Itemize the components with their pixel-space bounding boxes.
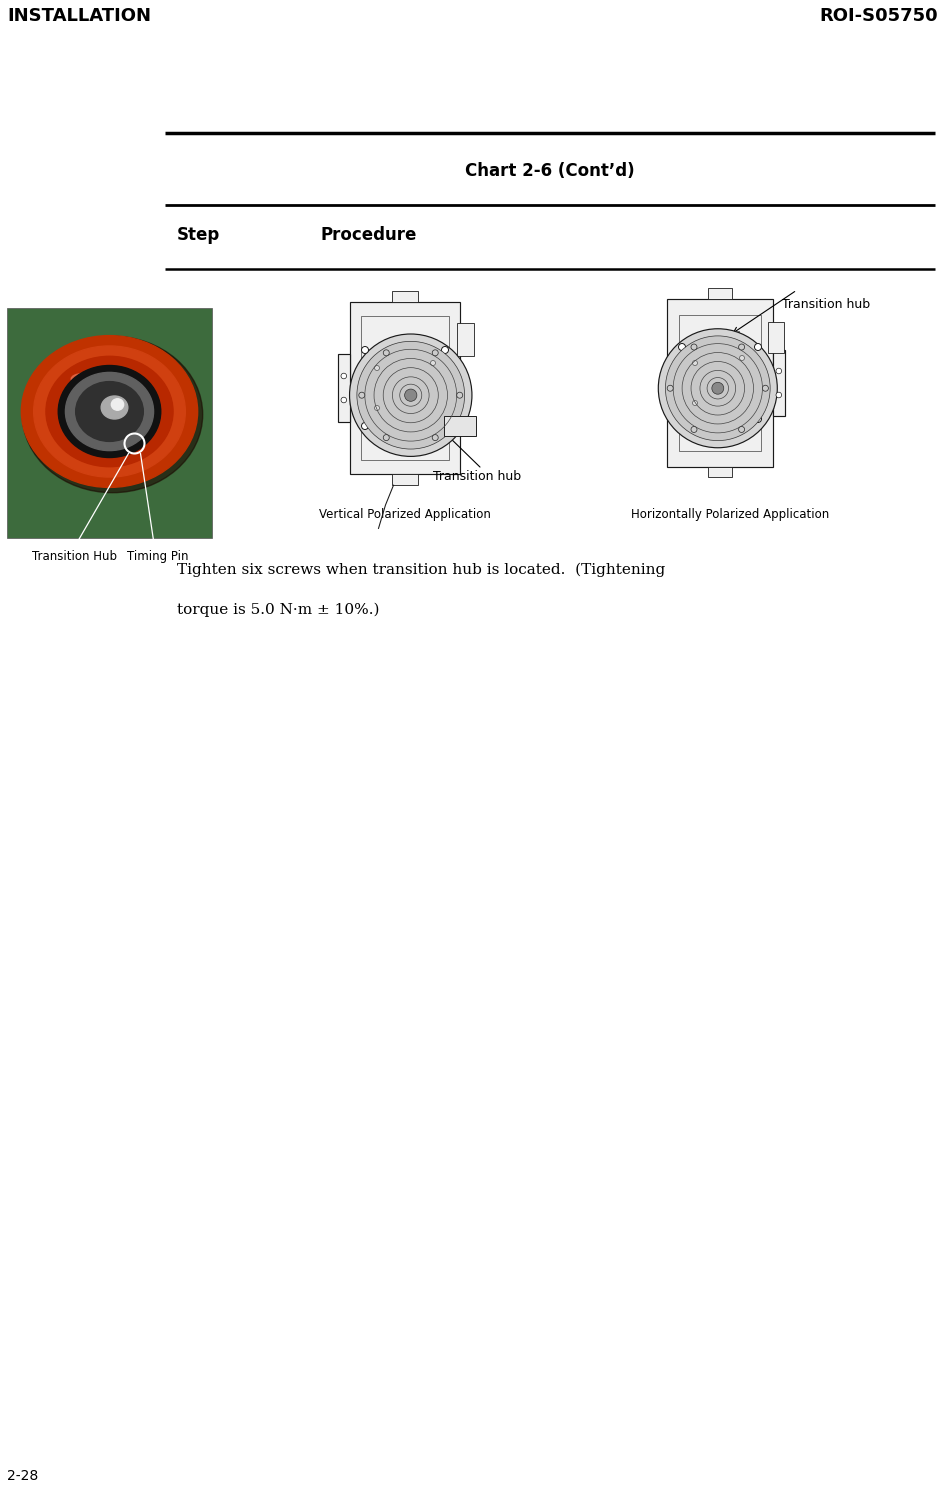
FancyBboxPatch shape xyxy=(767,322,783,354)
Circle shape xyxy=(349,334,471,457)
Circle shape xyxy=(341,373,346,379)
Circle shape xyxy=(692,400,697,406)
Circle shape xyxy=(692,360,697,366)
Circle shape xyxy=(441,346,448,354)
Circle shape xyxy=(362,423,368,430)
Text: Tighten six screws when transition hub is located.  (Tightening: Tighten six screws when transition hub i… xyxy=(177,563,665,578)
Ellipse shape xyxy=(22,336,197,487)
Text: 2-28: 2-28 xyxy=(7,1469,38,1483)
Circle shape xyxy=(690,343,697,349)
FancyBboxPatch shape xyxy=(456,322,474,355)
Text: torque is 5.0 N·m ± 10%.): torque is 5.0 N·m ± 10%.) xyxy=(177,603,379,618)
Ellipse shape xyxy=(71,373,127,394)
Circle shape xyxy=(666,385,672,391)
Text: Horizontally Polarized Application: Horizontally Polarized Application xyxy=(631,508,828,521)
Circle shape xyxy=(665,336,769,440)
Circle shape xyxy=(431,434,438,440)
FancyBboxPatch shape xyxy=(349,302,460,475)
Text: INSTALLATION: INSTALLATION xyxy=(7,7,151,25)
Circle shape xyxy=(430,360,435,366)
FancyBboxPatch shape xyxy=(361,317,448,460)
Circle shape xyxy=(431,349,438,355)
Text: Transition Hub: Transition Hub xyxy=(32,549,117,563)
Ellipse shape xyxy=(76,382,143,442)
FancyBboxPatch shape xyxy=(772,349,784,417)
FancyBboxPatch shape xyxy=(707,467,732,478)
Ellipse shape xyxy=(46,357,173,467)
Text: Transition hub: Transition hub xyxy=(782,299,869,311)
Ellipse shape xyxy=(23,336,202,493)
Circle shape xyxy=(775,393,781,397)
Text: Vertical Polarized Application: Vertical Polarized Application xyxy=(319,508,491,521)
Circle shape xyxy=(441,423,448,430)
Ellipse shape xyxy=(65,372,154,451)
FancyBboxPatch shape xyxy=(679,315,760,451)
Text: Transition hub: Transition hub xyxy=(432,470,520,484)
FancyBboxPatch shape xyxy=(444,415,476,436)
Text: Timing Pin: Timing Pin xyxy=(126,549,188,563)
FancyBboxPatch shape xyxy=(337,354,349,423)
Circle shape xyxy=(690,427,697,433)
FancyBboxPatch shape xyxy=(392,291,417,302)
Circle shape xyxy=(738,427,744,433)
Circle shape xyxy=(362,346,368,354)
Circle shape xyxy=(404,390,416,402)
Ellipse shape xyxy=(101,396,127,420)
Circle shape xyxy=(738,343,744,349)
Circle shape xyxy=(359,393,364,399)
FancyBboxPatch shape xyxy=(666,299,772,467)
Ellipse shape xyxy=(59,366,160,457)
Text: ROI-S05750: ROI-S05750 xyxy=(818,7,937,25)
Circle shape xyxy=(374,366,379,370)
FancyBboxPatch shape xyxy=(392,475,417,485)
Circle shape xyxy=(753,343,761,351)
Circle shape xyxy=(739,355,744,360)
Circle shape xyxy=(456,393,463,399)
Circle shape xyxy=(383,349,389,355)
Circle shape xyxy=(341,397,346,403)
Circle shape xyxy=(374,406,379,411)
Ellipse shape xyxy=(34,346,185,478)
Ellipse shape xyxy=(111,399,124,411)
Circle shape xyxy=(775,369,781,373)
Circle shape xyxy=(678,343,684,351)
FancyBboxPatch shape xyxy=(7,308,211,537)
FancyBboxPatch shape xyxy=(707,288,732,299)
Circle shape xyxy=(383,434,389,440)
Text: Step: Step xyxy=(177,225,220,243)
Circle shape xyxy=(678,415,684,423)
Circle shape xyxy=(357,342,464,449)
Text: Procedure: Procedure xyxy=(320,225,416,243)
Circle shape xyxy=(658,328,777,448)
Circle shape xyxy=(711,382,723,394)
Circle shape xyxy=(753,415,761,423)
Circle shape xyxy=(762,385,767,391)
Text: Chart 2-6 (Cont’d): Chart 2-6 (Cont’d) xyxy=(464,163,634,181)
